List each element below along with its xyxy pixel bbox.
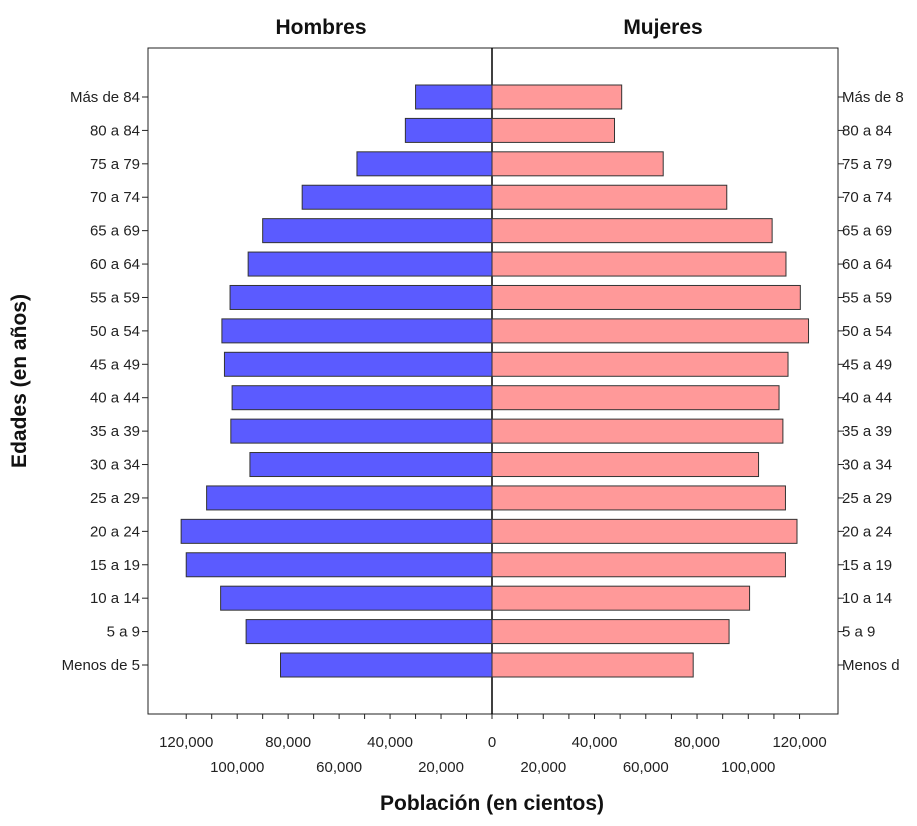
panel-title-left: Hombres bbox=[275, 16, 366, 39]
plot-frame bbox=[147, 47, 839, 715]
bars-group bbox=[180, 84, 810, 678]
bar-hombres bbox=[356, 151, 493, 177]
y-tick-label-right: 60 a 64 bbox=[842, 256, 892, 273]
y-tick-label-left: 70 a 74 bbox=[90, 189, 140, 206]
y-tick-label-left: 45 a 49 bbox=[90, 356, 140, 373]
x-tick-label-upper: 120,000 bbox=[772, 734, 826, 751]
bar-hombres bbox=[262, 218, 493, 244]
bar-hombres bbox=[221, 318, 493, 344]
bar-mujeres bbox=[491, 518, 798, 544]
bar-mujeres bbox=[491, 552, 786, 578]
bar-mujeres bbox=[491, 351, 789, 377]
bar-mujeres bbox=[491, 218, 773, 244]
y-tick-label-left: 55 a 59 bbox=[90, 289, 140, 306]
x-tick-label-lower: 60,000 bbox=[316, 759, 362, 776]
x-tick-label-lower: 60,000 bbox=[623, 759, 669, 776]
y-tick-label-left: 80 a 84 bbox=[90, 122, 140, 139]
bar-mujeres bbox=[491, 418, 784, 444]
y-tick-label-left: 65 a 69 bbox=[90, 223, 140, 240]
y-tick-label-right: 10 a 14 bbox=[842, 590, 892, 607]
plot-frame-group bbox=[147, 47, 839, 715]
x-tick-label-upper: 40,000 bbox=[572, 734, 618, 751]
y-tick-label-right: 20 a 24 bbox=[842, 523, 892, 540]
y-tick-label-right: 30 a 34 bbox=[842, 457, 892, 474]
x-tick-label-lower: 100,000 bbox=[721, 759, 775, 776]
y-tick-label-left: 30 a 34 bbox=[90, 457, 140, 474]
y-tick-label-right: Menos d bbox=[842, 657, 900, 674]
y-tick-label-right: 35 a 39 bbox=[842, 423, 892, 440]
y-tick-label-right: 70 a 74 bbox=[842, 189, 892, 206]
y-tick-label-left: 75 a 79 bbox=[90, 156, 140, 173]
y-tick-label-left: 40 a 44 bbox=[90, 390, 140, 407]
y-tick-label-right: Más de 8 bbox=[842, 89, 904, 106]
y-tick-label-left: Menos de 5 bbox=[62, 657, 140, 674]
bar-hombres bbox=[231, 385, 493, 411]
bar-hombres bbox=[223, 351, 493, 377]
y-tick-label-right: 45 a 49 bbox=[842, 356, 892, 373]
bar-hombres bbox=[185, 552, 493, 578]
bar-hombres bbox=[280, 652, 493, 678]
bar-mujeres bbox=[491, 284, 801, 310]
bar-hombres bbox=[301, 184, 493, 210]
y-tick-label-left: 10 a 14 bbox=[90, 590, 140, 607]
y-tick-label-right: 40 a 44 bbox=[842, 390, 892, 407]
panel-title-right: Mujeres bbox=[623, 16, 702, 39]
bar-mujeres bbox=[491, 385, 780, 411]
x-tick-label-lower: 100,000 bbox=[210, 759, 264, 776]
bar-mujeres bbox=[491, 485, 786, 511]
bar-hombres bbox=[247, 251, 493, 277]
bar-hombres bbox=[180, 518, 493, 544]
x-axis-title: Población (en cientos) bbox=[380, 792, 604, 815]
bar-hombres bbox=[415, 84, 493, 110]
x-tick-label-upper: 80,000 bbox=[265, 734, 311, 751]
y-tick-label-right: 25 a 29 bbox=[842, 490, 892, 507]
bar-mujeres bbox=[491, 151, 664, 177]
bar-mujeres bbox=[491, 452, 760, 478]
bar-hombres bbox=[229, 284, 493, 310]
bar-hombres bbox=[230, 418, 493, 444]
y-tick-label-left: Más de 84 bbox=[70, 89, 140, 106]
y-tick-label-right: 55 a 59 bbox=[842, 289, 892, 306]
y-axis-title: Edades (en años) bbox=[8, 294, 31, 468]
bar-hombres bbox=[245, 619, 493, 645]
x-tick-label-upper: 40,000 bbox=[367, 734, 413, 751]
x-tick-label-upper: 80,000 bbox=[674, 734, 720, 751]
x-tick-label-lower: 20,000 bbox=[418, 759, 464, 776]
y-tick-label-left: 60 a 64 bbox=[90, 256, 140, 273]
bar-hombres bbox=[206, 485, 493, 511]
y-tick-label-right: 5 a 9 bbox=[842, 624, 875, 641]
y-tick-label-left: 50 a 54 bbox=[90, 323, 140, 340]
ticks-group: Menos de 5 Menos d 5 a 9 5 a 9 10 a 14 10 a 1… bbox=[62, 89, 904, 776]
x-tick-label-upper: 120,000 bbox=[159, 734, 213, 751]
bar-hombres bbox=[404, 117, 493, 143]
y-tick-label-right: 75 a 79 bbox=[842, 156, 892, 173]
y-tick-label-right: 15 a 19 bbox=[842, 557, 892, 574]
y-tick-label-left: 35 a 39 bbox=[90, 423, 140, 440]
y-tick-label-right: 50 a 54 bbox=[842, 323, 892, 340]
x-tick-label-upper: 0 bbox=[488, 734, 496, 751]
y-tick-label-right: 65 a 69 bbox=[842, 223, 892, 240]
bar-mujeres bbox=[491, 84, 623, 110]
bar-mujeres bbox=[491, 251, 787, 277]
bar-mujeres bbox=[491, 652, 694, 678]
bar-hombres bbox=[249, 452, 493, 478]
y-tick-label-left: 15 a 19 bbox=[90, 557, 140, 574]
bar-mujeres bbox=[491, 117, 616, 143]
bar-mujeres bbox=[491, 184, 728, 210]
bar-mujeres bbox=[491, 619, 730, 645]
x-tick-label-lower: 20,000 bbox=[520, 759, 566, 776]
bar-mujeres bbox=[491, 585, 751, 611]
y-tick-label-left: 5 a 9 bbox=[107, 624, 140, 641]
bar-mujeres bbox=[491, 318, 810, 344]
y-tick-label-right: 80 a 84 bbox=[842, 122, 892, 139]
y-tick-label-left: 25 a 29 bbox=[90, 490, 140, 507]
y-tick-label-left: 20 a 24 bbox=[90, 523, 140, 540]
bar-hombres bbox=[220, 585, 493, 611]
